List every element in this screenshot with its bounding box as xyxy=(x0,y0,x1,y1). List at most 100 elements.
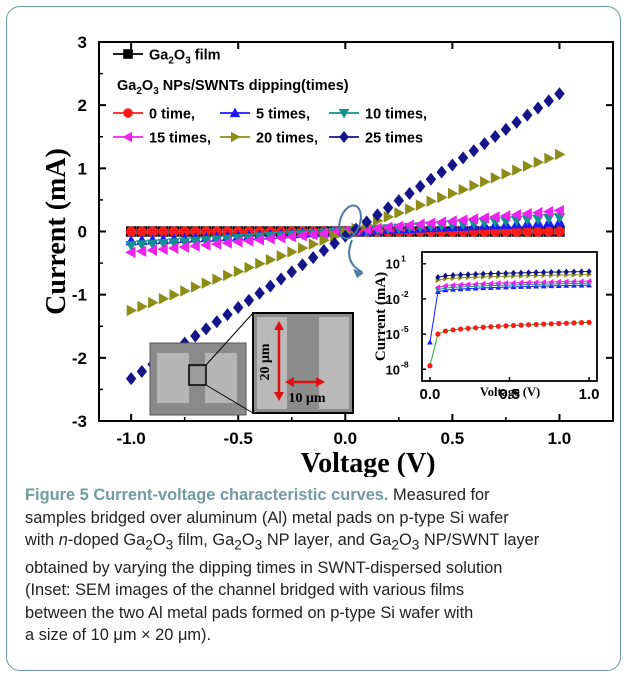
caption-sub: 3 xyxy=(165,537,174,553)
data-point xyxy=(424,217,436,229)
inset-point xyxy=(495,270,501,277)
inset-y-label: Current (mA) xyxy=(373,272,389,361)
x-tick-label: 0.0 xyxy=(333,429,357,448)
inset-point xyxy=(434,284,441,291)
data-point xyxy=(414,218,425,230)
inset-point xyxy=(518,279,524,286)
sem-pad-right xyxy=(205,353,237,403)
inset-point xyxy=(548,321,554,327)
caption-line-5: (Inset: SEM images of the channel bridge… xyxy=(25,581,465,600)
legend-label: 0 time, xyxy=(149,107,195,123)
inset-point xyxy=(525,279,531,286)
data-point xyxy=(221,237,232,249)
data-point xyxy=(532,207,543,219)
data-point xyxy=(512,164,523,176)
data-point xyxy=(180,285,191,297)
inset-y-tick-exponent: -5 xyxy=(401,324,409,334)
data-point xyxy=(394,207,405,219)
data-point xyxy=(555,148,566,161)
data-point xyxy=(168,238,180,249)
x-tick-label: -0.5 xyxy=(224,429,253,448)
data-point xyxy=(436,165,447,179)
inset-point xyxy=(533,269,539,276)
data-point xyxy=(137,300,148,313)
inset-point xyxy=(457,271,464,279)
sem-arrowhead xyxy=(274,392,284,401)
sem-arrowhead xyxy=(316,377,325,387)
inset-line xyxy=(429,284,590,343)
y-tick-label: -3 xyxy=(72,412,87,431)
inset-point xyxy=(487,280,494,287)
inset-point xyxy=(450,282,456,288)
data-point xyxy=(457,214,468,226)
data-point xyxy=(223,269,234,282)
data-point xyxy=(511,115,522,129)
y-tick-label: -1 xyxy=(72,286,87,305)
sem-arrowhead xyxy=(285,377,294,387)
data-point xyxy=(211,235,223,246)
data-point xyxy=(522,108,533,122)
callout-arrowhead xyxy=(353,269,364,278)
inset-point xyxy=(578,278,584,285)
data-point xyxy=(178,237,191,248)
data-point xyxy=(178,241,190,253)
inset-point xyxy=(465,271,471,278)
inset-point xyxy=(473,325,479,331)
data-point xyxy=(522,226,533,237)
data-point xyxy=(265,279,276,293)
data-point xyxy=(403,219,414,231)
data-point xyxy=(329,236,340,250)
data-point xyxy=(544,152,555,165)
data-point xyxy=(233,265,245,278)
inset-point xyxy=(502,280,509,286)
legend-title: Ga2O3 NPs/SWNTs dipping(times) xyxy=(117,78,349,97)
inset-point xyxy=(442,282,448,289)
inset-point xyxy=(533,321,539,328)
figure-caption: Figure 5 Current-voltage characteristic … xyxy=(25,484,615,647)
caption-line-3f: O xyxy=(241,531,255,549)
legend-marker xyxy=(122,131,133,143)
inset-point xyxy=(540,279,546,285)
data-point xyxy=(458,183,470,196)
inset-point xyxy=(480,324,486,330)
data-point xyxy=(554,226,565,237)
data-point xyxy=(468,144,479,158)
inset-point xyxy=(586,278,592,284)
data-point xyxy=(264,233,275,245)
sem-zoom-line xyxy=(205,312,254,366)
legend-item-1: 0 time, xyxy=(113,107,195,123)
inset-y-tick-label: 10 xyxy=(386,257,400,272)
data-point xyxy=(136,226,148,237)
inset-point xyxy=(586,268,592,275)
inset-point xyxy=(473,270,479,278)
inset-y-tick-label: 10 xyxy=(386,362,400,377)
caption-line-3c: -doped Ga xyxy=(67,531,146,549)
data-point xyxy=(136,365,148,379)
legend-label: 10 times, xyxy=(365,107,427,123)
data-point xyxy=(478,212,489,224)
data-point xyxy=(157,238,169,250)
inset-point xyxy=(488,270,494,277)
caption-line-3d: O xyxy=(152,531,166,549)
data-point xyxy=(426,195,437,207)
data-point xyxy=(200,236,212,247)
sem-zoom-line xyxy=(205,384,254,414)
legend-marker xyxy=(339,131,349,143)
caption-line-7: a size of 10 μm × 20 μm). xyxy=(25,626,212,645)
legend-item-0: Ga2O3 film xyxy=(113,48,221,67)
data-point xyxy=(500,122,512,136)
legend-item-5: 20 times, xyxy=(220,131,318,147)
data-point xyxy=(243,293,255,307)
data-point xyxy=(446,215,457,227)
inset-point xyxy=(571,320,577,326)
data-point xyxy=(136,240,148,251)
data-point xyxy=(532,226,544,237)
data-point xyxy=(200,226,212,237)
inset-point xyxy=(525,269,532,276)
inset-x-label: Voltage (V) xyxy=(480,385,540,399)
y-tick-label: 2 xyxy=(78,96,87,115)
inset-y-tick-label: 10 xyxy=(386,292,400,307)
inset-series-3 xyxy=(434,278,592,291)
inset-point xyxy=(548,268,554,276)
inset-point xyxy=(555,278,562,285)
